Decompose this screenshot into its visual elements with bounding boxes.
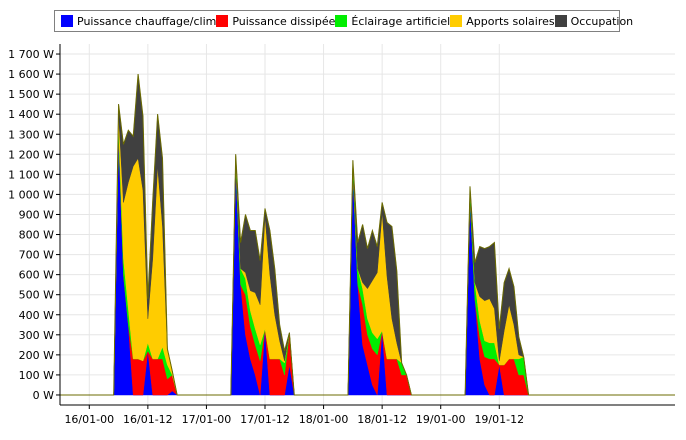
y-tick-label: 1 600 W	[8, 68, 54, 81]
y-tick-label: 800 W	[19, 229, 54, 242]
y-tick-label: 100 W	[19, 369, 54, 382]
legend-swatch-0	[61, 15, 73, 27]
x-tick-label: 17/01-00	[182, 413, 232, 426]
y-tick-label: 500 W	[19, 289, 54, 302]
x-tick-label: 19/01-00	[416, 413, 466, 426]
legend-swatch-4	[554, 15, 567, 27]
x-tick-label: 17/01-12	[240, 413, 290, 426]
legend-item-0: Puissance chauffage/clim	[61, 15, 216, 28]
x-tick-label: 18/01-12	[357, 413, 407, 426]
legend-label-3: Apports solaires	[466, 14, 555, 28]
legend-swatch-1	[216, 15, 229, 27]
y-tick-label: 1 100 W	[8, 168, 54, 181]
y-tick-label: 1 000 W	[8, 188, 54, 201]
x-tick-label: 16/01-00	[64, 413, 114, 426]
legend-label-4: Occupation	[570, 14, 634, 28]
y-tick-label: 200 W	[19, 349, 54, 362]
x-tick-label: 18/01-00	[299, 413, 349, 426]
legend-label-1: Puissance dissipée	[232, 14, 336, 28]
legend-item-2: Éclairage artificiel	[335, 15, 450, 28]
y-tick-label: 1 200 W	[8, 148, 54, 161]
x-tick-label: 16/01-12	[123, 413, 173, 426]
y-tick-label: 1 700 W	[8, 48, 54, 61]
y-tick-label: 1 400 W	[8, 108, 54, 121]
x-tick-label: 19/01-12	[474, 413, 524, 426]
legend-label-0: Puissance chauffage/clim	[77, 14, 217, 28]
y-tick-label: 300 W	[19, 329, 54, 342]
legend-item-4: Occupation	[554, 14, 634, 28]
legend-item-1: Puissance dissipée	[216, 15, 335, 28]
y-tick-label: 600 W	[19, 269, 54, 282]
legend-label-2: Éclairage artificiel	[351, 14, 451, 28]
y-tick-label: 0 W	[33, 389, 54, 402]
legend: Puissance chauffage/clim Puissance dissip…	[54, 10, 633, 32]
legend-swatch-2	[335, 15, 348, 27]
legend-item-3: Apports solaires	[450, 14, 555, 28]
y-tick-label: 400 W	[19, 309, 54, 322]
total-outline	[60, 74, 675, 396]
y-tick-label: 1 300 W	[8, 128, 54, 141]
legend-swatch-3	[450, 15, 463, 27]
y-tick-label: 700 W	[19, 249, 54, 262]
y-tick-label: 1 500 W	[8, 88, 54, 101]
y-tick-label: 900 W	[19, 208, 54, 221]
